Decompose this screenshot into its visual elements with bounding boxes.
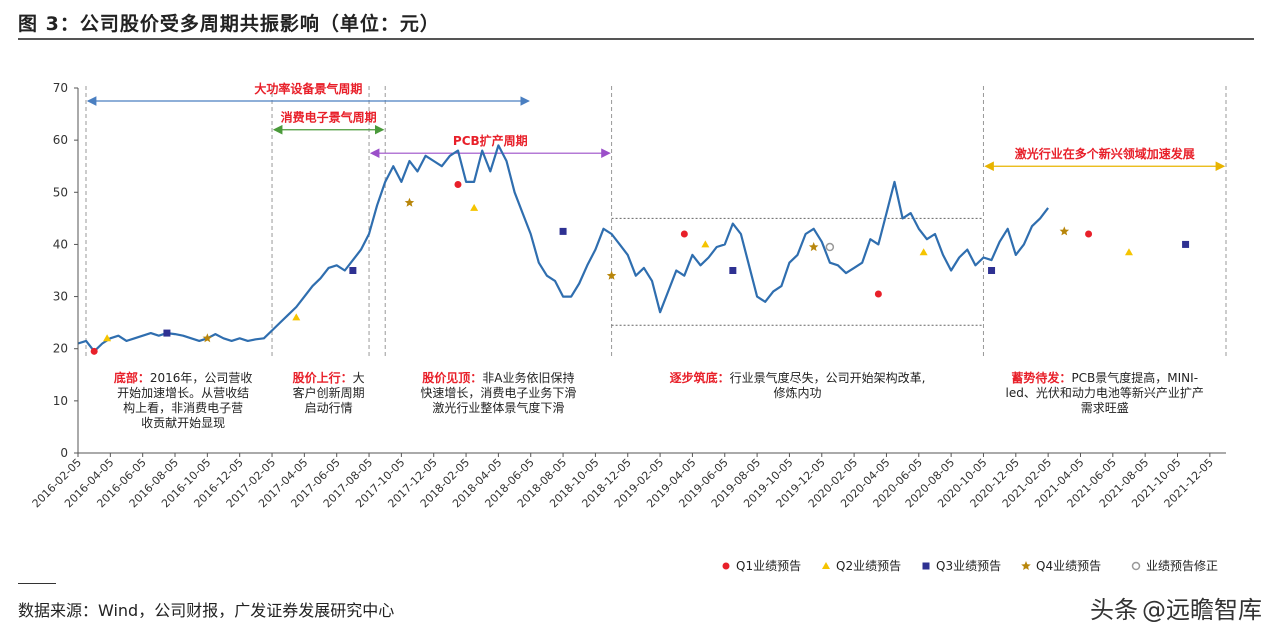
- title-rule: [18, 38, 1254, 40]
- phase-note-line: 激光行业整体景气度下滑: [432, 400, 564, 415]
- marker-q2: [1124, 248, 1133, 256]
- phase-note: 逐步筑底：行业景气度尽失，公司开始架构改革,修炼内功: [670, 370, 926, 400]
- chart-frame: [85, 86, 1227, 358]
- phase-note-line: 底部：2016年，公司营收: [114, 370, 253, 385]
- legend-label: Q1业绩预告: [736, 559, 801, 573]
- phase-note-line: 股价上行：大: [293, 370, 365, 385]
- legend-marker-q2: [822, 562, 830, 569]
- legend-marker-fix: [1131, 561, 1141, 571]
- phase-note-line: 修炼内功: [774, 385, 822, 400]
- legend-label: Q3业绩预告: [936, 559, 1001, 573]
- watermark-name: @远瞻智库: [1142, 596, 1262, 624]
- marker-q4: [606, 270, 617, 280]
- marker-q4: [202, 333, 213, 343]
- legend-label: 业绩预告修正: [1146, 558, 1218, 573]
- phase-note-line: 快速增长，消费电子业务下滑: [420, 385, 576, 400]
- legend-marker-q1: [722, 562, 730, 570]
- marker-q3: [559, 227, 567, 235]
- y-tick-label: 30: [53, 290, 68, 304]
- phase-note-line: 需求旺盛: [1081, 400, 1129, 415]
- watermark-prefix: 头条: [1090, 596, 1138, 624]
- y-tick-label: 50: [53, 185, 68, 199]
- period-label: 大功率设备景气周期: [254, 81, 362, 96]
- watermark: 头条 @远瞻智库: [1090, 590, 1262, 625]
- phase-notes: 底部：2016年，公司营收开始加速增长。从营收结构上看，非消费电子营收贡献开始显…: [114, 370, 1204, 430]
- marker-q2: [701, 240, 710, 248]
- legend-marker-q3: [922, 562, 930, 570]
- marker-q2: [470, 203, 479, 211]
- figure-title: 图 3：公司股价受多周期共振影响（单位：元）: [18, 13, 440, 35]
- phase-note: 底部：2016年，公司营收开始加速增长。从营收结构上看，非消费电子营收贡献开始显…: [114, 370, 253, 430]
- price-line: [77, 144, 1049, 353]
- y-tick-label: 60: [53, 133, 68, 147]
- phase-note-line: 蓄势待发：PCB景气度提高，MINI-: [1011, 370, 1198, 385]
- phase-note-line: 逐步筑底：行业景气度尽失，公司开始架构改革,: [670, 370, 926, 385]
- phase-note-line: 开始加速增长。从营收结: [117, 386, 249, 400]
- y-tick-label: 70: [53, 81, 68, 95]
- marker-fix: [825, 242, 835, 252]
- marker-q1: [1085, 230, 1093, 238]
- phase-note: 蓄势待发：PCB景气度提高，MINI-led、光伏和动力电池等新兴产业扩产需求旺…: [1006, 370, 1204, 415]
- marker-q1: [90, 347, 98, 355]
- marker-q2: [919, 248, 928, 256]
- phase-note-line: 股价见顶：非A业务依旧保持: [422, 370, 574, 385]
- source-rule: [18, 583, 56, 584]
- marker-q1: [454, 180, 462, 188]
- y-tick-label: 10: [53, 394, 68, 408]
- phase-note-line: 构上看，非消费电子营: [123, 400, 243, 415]
- marker-q2: [103, 334, 112, 342]
- phase-note-line: 启动行情: [305, 401, 353, 415]
- y-tick-label: 20: [53, 342, 68, 356]
- legend-marker-q4: [1021, 561, 1031, 570]
- marker-q4: [404, 197, 415, 207]
- marker-q3: [163, 329, 171, 337]
- period-label: 激光行业在多个新兴领域加速发展: [1015, 146, 1195, 161]
- period-label: PCB扩产周期: [453, 133, 528, 148]
- price-line-layer: [77, 144, 1049, 353]
- legend: Q1业绩预告 Q2业绩预告 Q3业绩预告 Q4业绩预告 业绩预告修正: [722, 558, 1218, 573]
- phase-note-line: led、光伏和动力电池等新兴产业扩产: [1006, 385, 1204, 400]
- legend-label: Q2业绩预告: [836, 559, 901, 573]
- phase-note-line: 客户创新周期: [293, 385, 365, 400]
- marker-q3: [1182, 240, 1190, 248]
- marker-q3: [988, 267, 996, 274]
- y-tick-label: 0: [60, 446, 68, 460]
- legend-label: Q4业绩预告: [1036, 559, 1101, 573]
- axes: 0102030405060702016-02-052016-04-052016-…: [30, 81, 1226, 510]
- period-label: 消费电子景气周期: [281, 110, 377, 125]
- marker-q1: [874, 290, 882, 298]
- marker-q4: [808, 242, 819, 252]
- marker-q2: [292, 313, 301, 321]
- y-tick-label: 40: [53, 237, 68, 251]
- earnings-markers: [90, 180, 1190, 355]
- marker-q3: [729, 267, 737, 274]
- marker-q3: [349, 267, 357, 274]
- source-note: 数据来源：Wind，公司财报，广发证券发展研究中心: [18, 601, 395, 620]
- marker-q1: [680, 230, 688, 238]
- marker-q4: [1059, 226, 1070, 236]
- phase-note-line: 收贡献开始显现: [141, 415, 225, 430]
